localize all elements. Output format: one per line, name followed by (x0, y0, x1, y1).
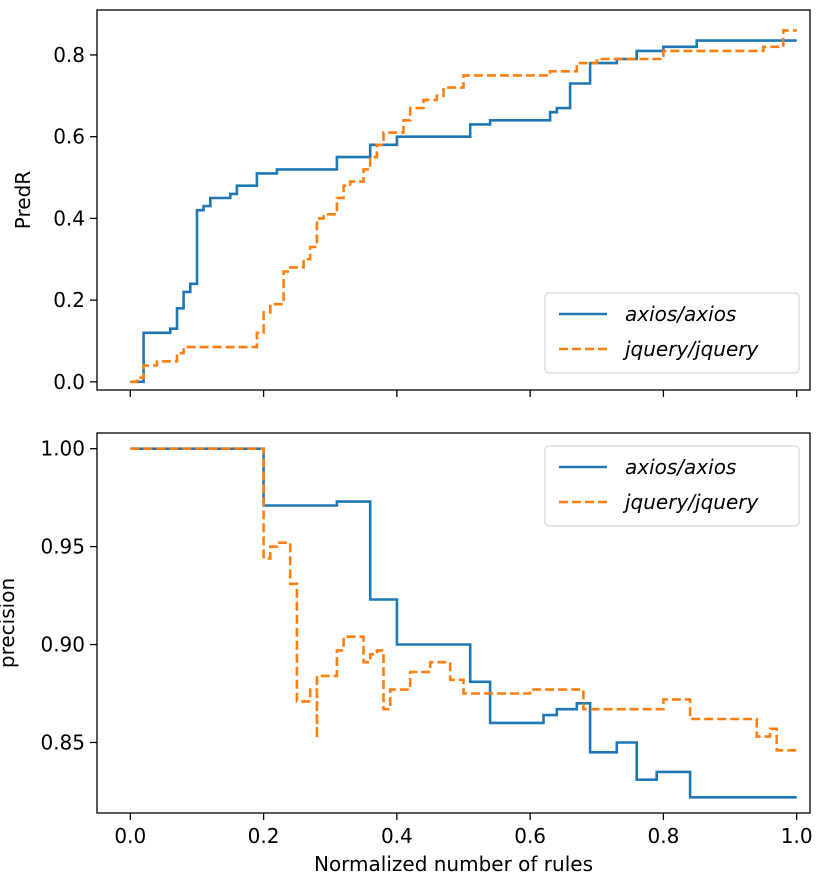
series-line-jquery (130, 29, 797, 384)
series-line-axios (130, 39, 797, 384)
plot-frame (96, 9, 811, 391)
series-line-jquery (130, 447, 797, 752)
y-tick-label: 0.95 (40, 535, 85, 559)
x-axis-label: Normalized number of rules (314, 852, 593, 876)
predr-panel: 0.0 0.2 0.4 0.6 0.8 PredR axios/axios jquery/jq… (11, 9, 811, 397)
series-line-axios (130, 447, 797, 799)
y-tick-label: 0.6 (53, 125, 85, 149)
x-tick-label: 0.4 (381, 824, 413, 848)
x-tick-label: 0.2 (248, 824, 280, 848)
x-tick-label: 0.0 (114, 824, 146, 848)
precision-panel: 0.0 0.2 0.4 0.6 0.8 1.0 0.85 0.90 0.95 1.00 precis… (0, 432, 813, 876)
y-tick-label: 0.2 (53, 288, 85, 312)
y-axis-label: PredR (11, 171, 35, 229)
legend-label-axios: axios/axios (625, 455, 736, 479)
y-tick-label: 0.85 (40, 730, 85, 754)
y-axis-label: precision (0, 578, 19, 668)
y-tick-label: 0.90 (40, 633, 85, 657)
legend-label-jquery: jquery/jquery (622, 337, 759, 361)
legend: axios/axios jquery/jquery (544, 292, 800, 374)
x-tick-label: 1.0 (781, 824, 813, 848)
y-tick-label: 1.00 (40, 437, 85, 461)
legend-label-jquery: jquery/jquery (622, 490, 759, 514)
x-tick-label: 0.8 (647, 824, 679, 848)
x-tick-label: 0.6 (514, 824, 546, 848)
legend: axios/axios jquery/jquery (544, 445, 800, 527)
legend-box (544, 445, 800, 527)
y-tick-label: 0.8 (53, 43, 85, 67)
plot-frame (96, 432, 811, 814)
y-tick-label: 0.0 (53, 370, 85, 394)
legend-label-axios: axios/axios (625, 302, 736, 326)
legend-box (544, 292, 800, 374)
y-tick-label: 0.4 (53, 206, 85, 230)
